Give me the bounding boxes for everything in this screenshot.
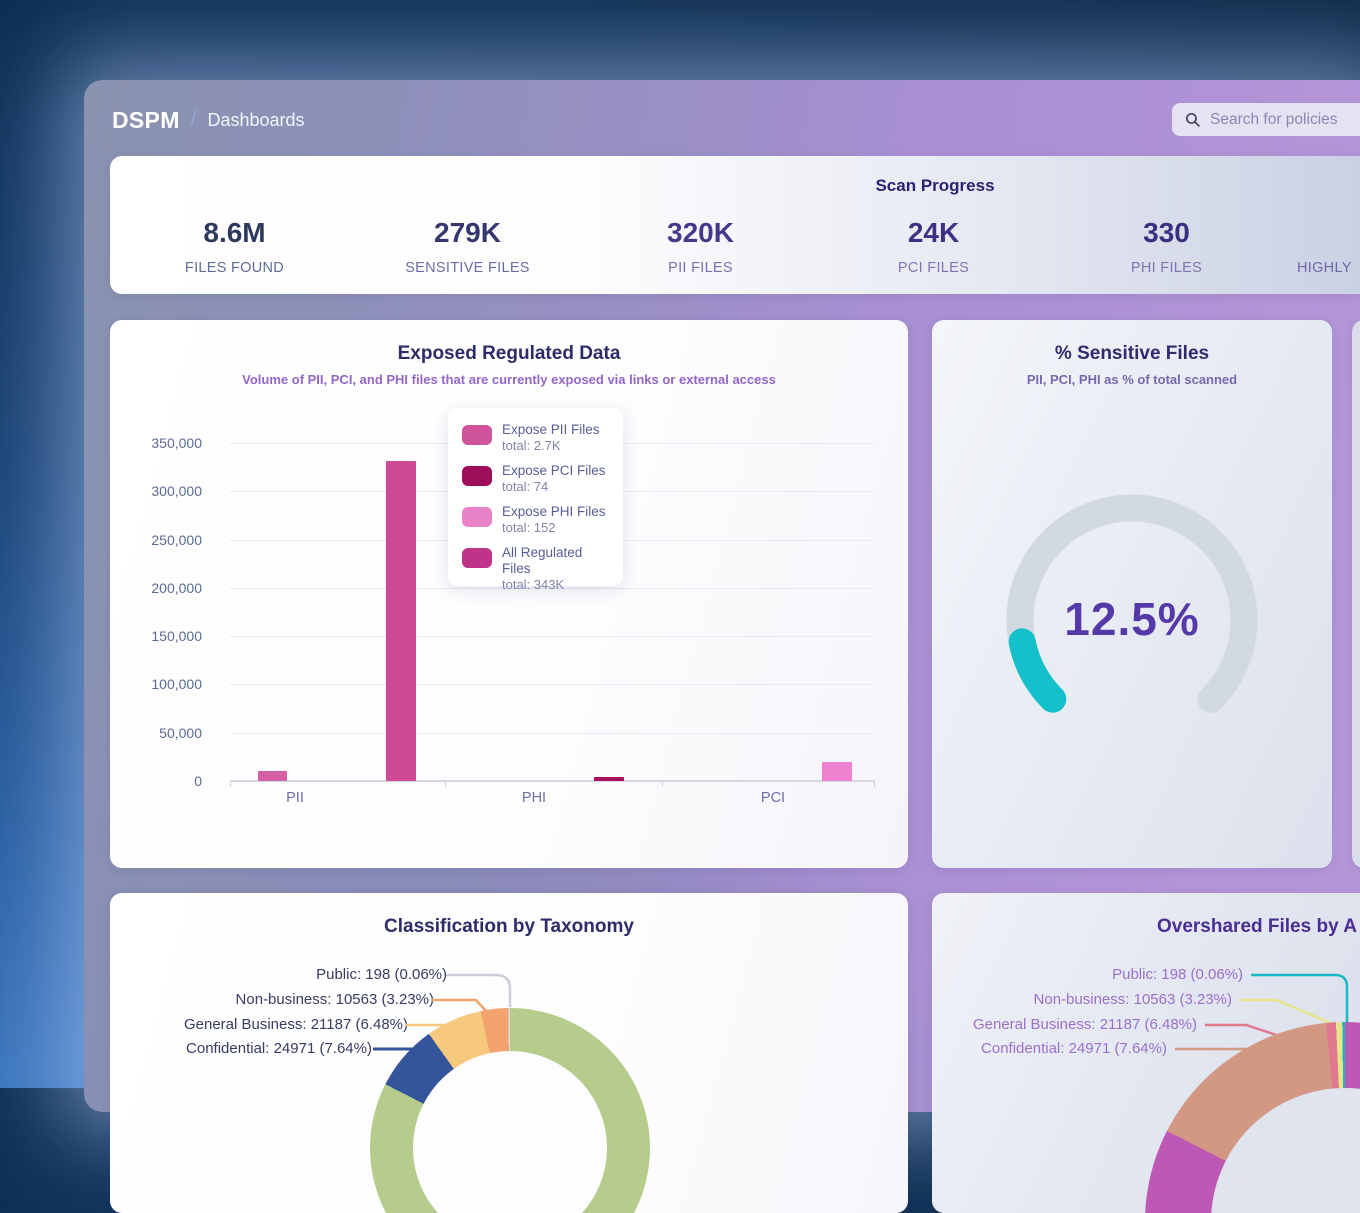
legend-item-expose-pii[interactable]: Expose PII Files total: 2.7K [462, 422, 612, 458]
y-tick-label: 200,000 [151, 580, 202, 596]
legend-swatch [462, 425, 492, 445]
gauge-fill [1006, 494, 1258, 746]
search-icon [1185, 112, 1200, 127]
classification-taxonomy-card: Classification by Taxonomy Public: 198 (… [110, 893, 908, 1213]
stat-label: PCI FILES [897, 260, 970, 276]
card-title: Overshared Files by A [1157, 916, 1357, 937]
stat-files-found: 8.6M FILES FOUND [118, 156, 351, 294]
stat-label: FILES FOUND [184, 260, 285, 276]
legend-total: total: 343K [502, 577, 565, 592]
gridline [230, 588, 875, 589]
legend-total: total: 152 [502, 520, 556, 535]
slice-label-non-business: Non-business: 10563 (3.23%) [235, 991, 434, 1008]
legend-label: Expose PHI Files [502, 504, 606, 519]
card-title: Exposed Regulated Data [397, 343, 621, 364]
stat-label-clipped: HIGHLY [1297, 260, 1352, 276]
stat-label: PII FILES [668, 260, 733, 276]
y-tick-label: 0 [194, 773, 202, 789]
stat-value: 24K [907, 217, 960, 248]
slice-label-non-business: Non-business: 10563 (3.23%) [1033, 991, 1232, 1008]
search-input[interactable]: Search for policies [1172, 103, 1360, 136]
slice-label-public: Public: 198 (0.06%) [1112, 966, 1243, 983]
stat-label: PHI FILES [1130, 260, 1203, 276]
gauge-svg [1006, 494, 1258, 746]
y-tick-label: 350,000 [151, 435, 202, 451]
axis-tick [874, 782, 875, 787]
legend-label: Expose PCI Files [502, 463, 606, 478]
legend-swatch [462, 466, 492, 486]
legend-item-expose-pci[interactable]: Expose PCI Files total: 74 [462, 463, 612, 499]
stat-sensitive-files: 279K SENSITIVE FILES [351, 156, 584, 294]
stat-value: 279K [434, 217, 501, 248]
chart-legend: Expose PII Files total: 2.7K Expose PCI F… [448, 408, 623, 592]
y-tick-label: 250,000 [151, 532, 202, 548]
overshared-donut-chart[interactable] [1145, 1022, 1360, 1213]
slice-label-general-business: General Business: 21187 (6.48%) [972, 1016, 1197, 1033]
partial-card-right [1352, 320, 1360, 868]
stat-pci-files: 24K PCI FILES [817, 156, 1050, 294]
slice-label-confidential: Confidential: 24971 (7.64%) [186, 1040, 372, 1057]
y-tick-label: 300,000 [151, 483, 202, 499]
search-placeholder: Search for policies [1210, 110, 1338, 128]
legend-swatch [462, 548, 492, 568]
bar-all-regulated[interactable] [386, 461, 416, 781]
card-subtitle: Volume of PII, PCI, and PHI files that a… [242, 372, 776, 387]
axis-tick [662, 782, 663, 787]
taxonomy-donut-chart[interactable] [370, 1008, 650, 1213]
legend-label: Expose PII Files [502, 422, 600, 437]
legend-swatch [462, 507, 492, 527]
card-subtitle: PII, PCI, PHI as % of total scanned [1026, 372, 1238, 387]
slice-label-general-business: General Business: 21187 (6.48%) [183, 1016, 408, 1033]
sensitive-files-card: % Sensitive Files PII, PCI, PHI as % of … [932, 320, 1332, 868]
stat-value: 320K [667, 217, 734, 248]
legend-item-all-regulated[interactable]: All Regulated Files total: 343K [462, 545, 612, 592]
legend-item-expose-phi[interactable]: Expose PHI Files total: 152 [462, 504, 612, 540]
slice-label-public: Public: 198 (0.06%) [316, 966, 447, 983]
x-category-label: PII [286, 790, 304, 806]
gridline [230, 684, 875, 685]
y-tick-label: 100,000 [151, 676, 202, 692]
y-tick-label: 150,000 [151, 628, 202, 644]
gauge-chart[interactable] [972, 460, 1292, 780]
x-axis-line [230, 780, 875, 782]
bar-expose-pci[interactable] [594, 777, 624, 781]
gauge-value: 12.5% [1064, 593, 1200, 645]
stat-pii-files: 320K PII FILES [584, 156, 817, 294]
card-title: % Sensitive Files [1054, 343, 1210, 364]
breadcrumb-app[interactable]: DSPM [112, 106, 180, 133]
stat-label: SENSITIVE FILES [405, 260, 530, 276]
gridline [230, 636, 875, 637]
breadcrumb: DSPM / Dashboards [112, 103, 305, 137]
leader-public [446, 973, 512, 1007]
axis-tick [445, 782, 446, 787]
slice-label-confidential: Confidential: 24971 (7.64%) [981, 1040, 1167, 1057]
overshared-files-card: Overshared Files by A Public: 198 (0.06%… [932, 893, 1360, 1213]
gridline [230, 733, 875, 734]
bar-expose-phi[interactable] [822, 762, 852, 781]
breadcrumb-separator-icon: / [190, 108, 197, 131]
stat-phi-files: 330 PHI FILES [1050, 156, 1283, 294]
stat-value: 330 [1143, 217, 1190, 248]
stat-value: 8.6M [203, 217, 266, 248]
exposed-regulated-data-card: Exposed Regulated Data Volume of PII, PC… [110, 320, 908, 868]
bar-expose-pii[interactable] [258, 771, 287, 781]
x-category-label: PHI [521, 790, 547, 806]
y-tick-label: 50,000 [159, 725, 202, 741]
scan-progress-card: Scan Progress 8.6M FILES FOUND 279K SENS… [110, 156, 1360, 294]
legend-label: All Regulated Files [502, 545, 583, 576]
legend-total: total: 74 [502, 479, 549, 494]
breadcrumb-page[interactable]: Dashboards [207, 109, 305, 130]
axis-tick [230, 782, 231, 787]
legend-total: total: 2.7K [502, 438, 561, 453]
scan-progress-title: Scan Progress [875, 176, 995, 195]
x-category-label: PCI [760, 790, 786, 806]
card-title: Classification by Taxonomy [384, 916, 634, 937]
